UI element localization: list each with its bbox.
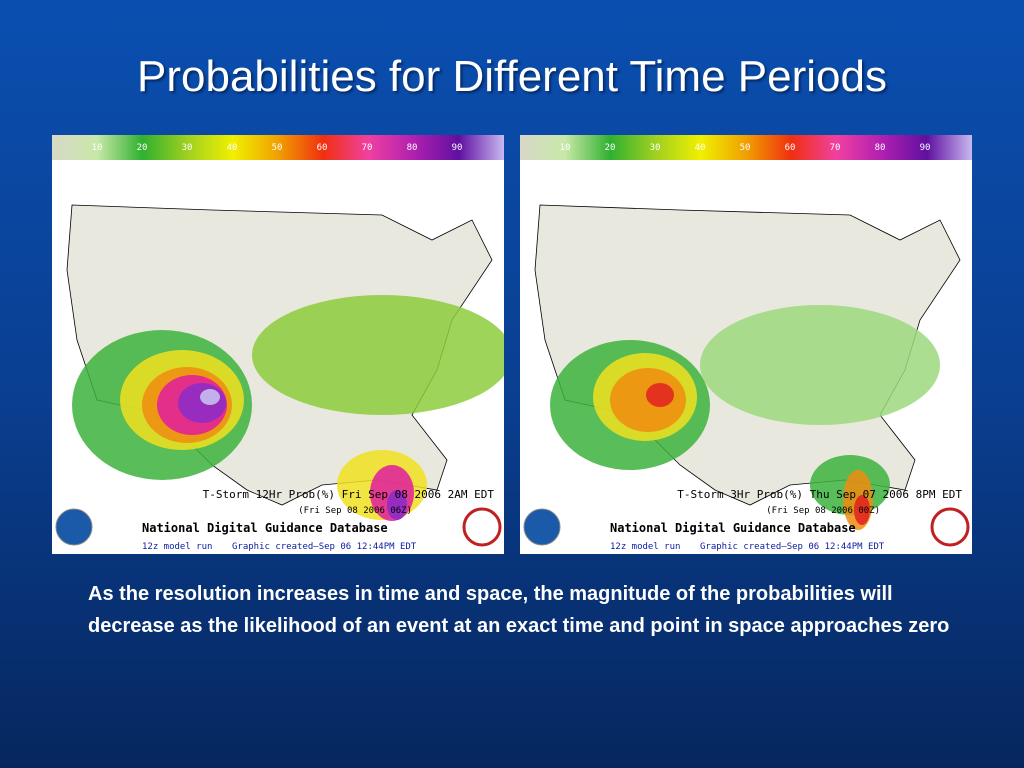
legend-label: 80 bbox=[875, 143, 886, 153]
legend-label: 60 bbox=[785, 143, 796, 153]
valid-line: (Fri Sep 08 2006 06Z) bbox=[298, 506, 412, 516]
caption: As the resolution increases in time and … bbox=[88, 583, 950, 637]
legend-label: 90 bbox=[920, 143, 931, 153]
legend-label: 70 bbox=[362, 143, 373, 153]
legend-bar bbox=[520, 135, 972, 160]
legend-label: 20 bbox=[137, 143, 148, 153]
map bbox=[52, 160, 512, 521]
probability-area bbox=[178, 383, 226, 423]
probability-area bbox=[646, 383, 674, 407]
probability-area bbox=[252, 295, 512, 415]
model-run: 12z model run bbox=[610, 542, 680, 552]
legend-label: 10 bbox=[560, 143, 571, 153]
map-panel: 10 20 30 40 50 60 70 80 90 T-Storm 12Hr Prob(%) F… bbox=[52, 135, 512, 554]
noaa-logo bbox=[523, 508, 561, 546]
created-line: Graphic created–Sep 06 12:44PM EDT bbox=[700, 542, 885, 552]
legend-label: 10 bbox=[92, 143, 103, 153]
legend-label: 30 bbox=[182, 143, 193, 153]
model-run: 12z model run bbox=[142, 542, 212, 552]
legend-label: 60 bbox=[317, 143, 328, 153]
product-line: T-Storm 3Hr Prob(%) Thu Sep 07 2006 8PM … bbox=[677, 488, 962, 501]
nws-logo bbox=[930, 507, 970, 547]
probability-area bbox=[854, 495, 870, 525]
database-line: National Digital Guidance Database bbox=[142, 521, 388, 535]
probability-area bbox=[200, 389, 220, 405]
database-line: National Digital Guidance Database bbox=[610, 521, 856, 535]
legend-label: 30 bbox=[650, 143, 661, 153]
map-image: 10 20 30 40 50 60 70 80 90 T-Storm 3Hr Prob(%) Th… bbox=[520, 135, 972, 552]
legend-label: 40 bbox=[695, 143, 706, 153]
created-line: Graphic created–Sep 06 12:44PM EDT bbox=[232, 542, 417, 552]
legend-bar bbox=[52, 135, 504, 160]
probability-area bbox=[387, 490, 407, 520]
legend-label: 50 bbox=[740, 143, 751, 153]
legend-label: 90 bbox=[452, 143, 463, 153]
valid-line: (Fri Sep 08 2006 00Z) bbox=[766, 506, 880, 516]
probability-area bbox=[700, 305, 940, 425]
legend-label: 50 bbox=[272, 143, 283, 153]
map-image: 10 20 30 40 50 60 70 80 90 T-Storm 12Hr Prob(%) F… bbox=[52, 135, 512, 552]
map-panel: 10 20 30 40 50 60 70 80 90 T-Storm 3Hr Prob(%) Th… bbox=[520, 135, 972, 554]
legend-label: 40 bbox=[227, 143, 238, 153]
noaa-logo bbox=[55, 508, 93, 546]
slide-title: Probabilities for Different Time Periods bbox=[137, 52, 887, 101]
nws-logo bbox=[462, 507, 502, 547]
map bbox=[520, 160, 972, 530]
legend-label: 20 bbox=[605, 143, 616, 153]
product-line: T-Storm 12Hr Prob(%) Fri Sep 08 2006 2AM… bbox=[203, 488, 495, 501]
legend-label: 70 bbox=[830, 143, 841, 153]
legend-label: 80 bbox=[407, 143, 418, 153]
